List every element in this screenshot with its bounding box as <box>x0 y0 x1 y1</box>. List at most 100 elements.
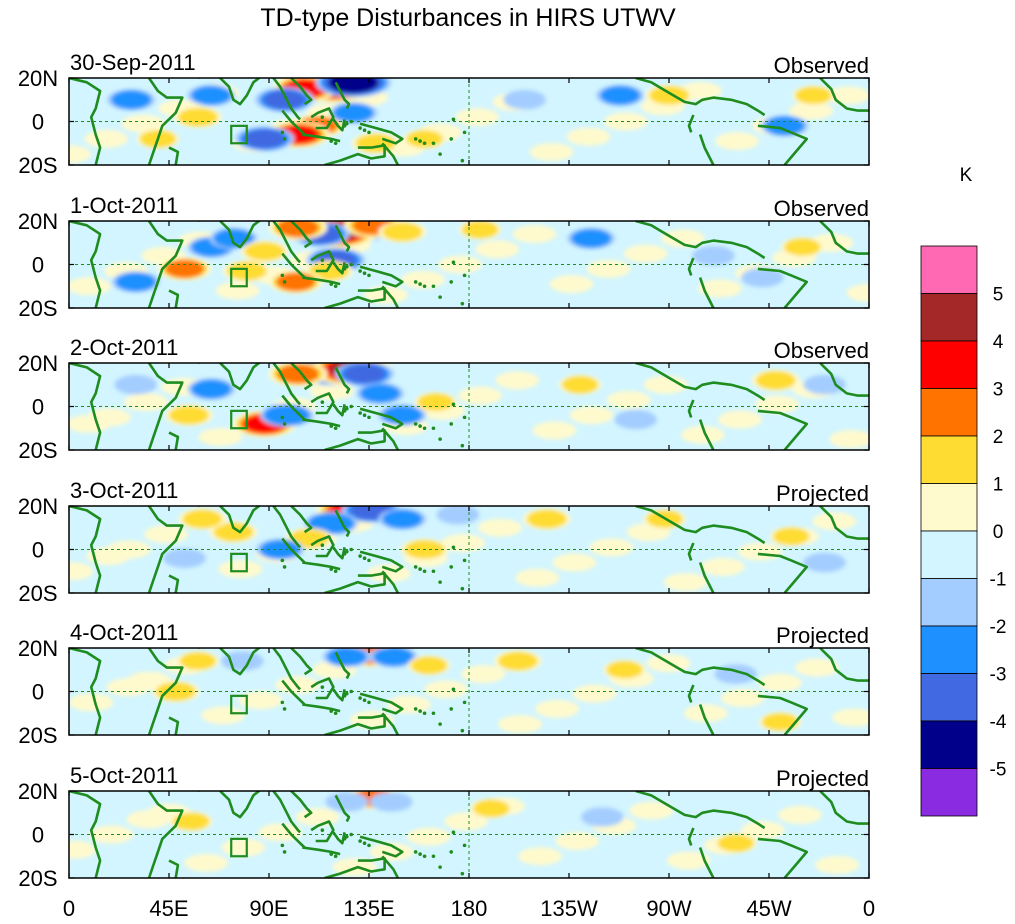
anomaly-contour <box>191 86 232 105</box>
anomaly-contour <box>417 393 454 411</box>
background-anomaly <box>660 229 705 248</box>
coastline <box>635 363 766 402</box>
island <box>438 295 442 299</box>
island <box>329 139 334 143</box>
anomaly-contour <box>584 808 621 826</box>
colorbar-level-label: -2 <box>990 617 1007 638</box>
background-anomaly <box>498 715 543 734</box>
coastline <box>168 289 180 308</box>
island <box>367 415 371 420</box>
anomaly-contour <box>308 261 350 281</box>
anomaly-mark <box>714 833 757 853</box>
background-anomaly <box>423 680 468 699</box>
panel-status: Observed <box>774 53 869 78</box>
coastline <box>168 146 180 165</box>
island <box>451 117 456 122</box>
x-tick-label: 135E <box>343 896 394 921</box>
island <box>282 137 287 141</box>
anomaly-mark <box>322 648 371 668</box>
anomaly-mark <box>378 221 427 243</box>
x-tick-label: 45E <box>149 896 188 921</box>
anomaly-contour <box>117 376 154 394</box>
background-anomaly <box>69 840 97 859</box>
coastline <box>168 431 180 450</box>
island <box>342 694 347 698</box>
background-anomaly <box>555 832 600 851</box>
island <box>329 852 334 856</box>
background-anomaly <box>720 689 765 708</box>
coastline <box>819 648 869 682</box>
island <box>431 141 436 146</box>
island <box>333 711 338 716</box>
island <box>282 850 287 854</box>
anomaly-contour <box>168 405 210 425</box>
panel-date: 2-Oct-2011 <box>70 335 178 360</box>
island <box>451 687 456 692</box>
anomaly-mark <box>111 271 160 293</box>
anomaly-contour <box>472 799 510 818</box>
coastline <box>281 394 306 421</box>
reference-box <box>230 694 248 715</box>
anomaly-mark <box>407 655 451 676</box>
coastline <box>698 847 715 878</box>
panel-status: Projected <box>776 623 869 648</box>
island <box>418 852 422 856</box>
background-anomaly <box>295 808 340 827</box>
island <box>449 422 454 426</box>
background-anomaly <box>126 810 171 829</box>
coastline <box>359 835 404 858</box>
island <box>438 722 442 726</box>
coastline <box>334 81 351 110</box>
coastline <box>334 224 351 252</box>
anomaly-mark <box>335 363 395 387</box>
background-anomaly <box>184 853 229 872</box>
coastline <box>302 561 341 571</box>
island <box>320 400 325 404</box>
anomaly-contour <box>571 229 612 248</box>
island <box>431 284 436 289</box>
coastline <box>310 107 335 130</box>
island <box>462 700 467 705</box>
y-tick-label: 0 <box>32 110 44 135</box>
y-tick-label: 20N <box>18 351 58 376</box>
anomaly-mark <box>692 246 735 266</box>
background-anomaly <box>832 708 869 727</box>
background-anomaly <box>218 560 263 579</box>
background-anomaly <box>529 142 574 161</box>
background-anomaly <box>198 427 243 446</box>
coastline <box>381 712 400 735</box>
coastline <box>359 407 404 430</box>
island <box>342 837 347 841</box>
coastline <box>290 78 313 106</box>
island <box>344 691 349 696</box>
background-anomaly <box>697 279 742 298</box>
coastline <box>819 78 869 112</box>
island <box>418 282 422 286</box>
coastline <box>69 363 102 450</box>
y-tick-label: 20S <box>18 153 57 178</box>
island <box>320 828 325 832</box>
background-anomaly <box>623 244 668 263</box>
island <box>344 834 349 839</box>
island <box>418 139 422 143</box>
anomaly-mark <box>567 227 616 249</box>
island <box>422 569 427 574</box>
anomaly-contour <box>410 656 448 675</box>
anomaly-mark <box>803 552 846 573</box>
anomaly-contour <box>526 509 567 529</box>
coastline <box>310 535 335 558</box>
anomaly-mark <box>369 792 413 812</box>
colorbar-swatch <box>920 673 978 722</box>
x-tick-label: 0 <box>863 896 875 921</box>
island <box>462 273 467 278</box>
anomaly-mark <box>187 378 236 400</box>
island <box>449 280 454 284</box>
island <box>451 260 456 265</box>
coastline <box>334 366 351 394</box>
background-anomaly <box>458 386 503 405</box>
background-anomaly <box>84 129 129 148</box>
coastline <box>147 791 184 878</box>
island <box>422 854 427 859</box>
island <box>367 843 371 848</box>
